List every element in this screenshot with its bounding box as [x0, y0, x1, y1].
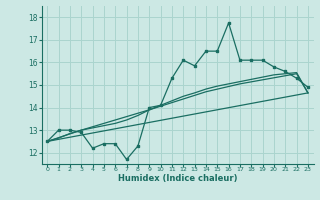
X-axis label: Humidex (Indice chaleur): Humidex (Indice chaleur) [118, 174, 237, 183]
